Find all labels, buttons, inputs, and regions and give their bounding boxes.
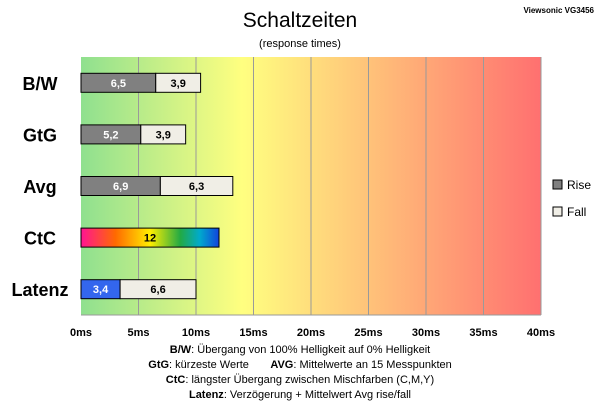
footnote-avg-text: : Mittelwerte an 15 Messpunkten xyxy=(293,359,452,371)
bar xyxy=(155,72,202,93)
x-tick-label: 5ms xyxy=(127,327,149,339)
legend-rise-label: Rise xyxy=(567,178,591,192)
footnote-ctc-text: : längster Übergang zwischen Mischfarben… xyxy=(185,374,435,386)
footnote-gtg-text: : kürzeste Werte xyxy=(169,359,249,371)
footnote-latenz: Latenz: Verzögerung + Mittelwert Avg ris… xyxy=(0,388,600,402)
bars: 6,5 3,9 5,2 3,9 6,9 6,3 12 3,4 6,6 xyxy=(80,72,234,300)
footnote-latenz-term: Latenz xyxy=(188,389,224,401)
chart-title: Schaltzeiten xyxy=(243,9,357,32)
bar-value-label: 12 xyxy=(144,233,156,245)
bar-value-label: 6,6 xyxy=(150,284,165,296)
legend-rise-swatch xyxy=(552,179,563,190)
footnote-avg-term: AVG xyxy=(270,359,294,371)
bar-value-label: 3,9 xyxy=(156,129,171,141)
x-tick-label: 30ms xyxy=(412,327,440,339)
category-label: CtC xyxy=(24,229,56,249)
category-label: Latenz xyxy=(11,280,68,300)
footnote-latenz-text: : Verzögerung + Mittelwert Avg rise/fall xyxy=(223,389,412,401)
x-tick-label: 35ms xyxy=(469,327,497,339)
bar xyxy=(80,227,220,248)
x-tick-label: 15ms xyxy=(239,327,267,339)
bar xyxy=(159,176,234,196)
footnote-ctc-term: CtC xyxy=(165,374,186,386)
footnote-bw: B/W: Übergang von 100% Helligkeit auf 0%… xyxy=(0,343,600,357)
bar-value-label: 6,3 xyxy=(189,181,204,193)
footnote-gtg-term: GtG xyxy=(148,359,170,371)
bar-value-label: 5,2 xyxy=(103,129,118,141)
x-tick-label: 40ms xyxy=(527,327,555,339)
x-tick-label: 0ms xyxy=(70,327,92,339)
category-label: GtG xyxy=(23,125,57,145)
x-tick-label: 25ms xyxy=(354,327,382,339)
bar-value-label: 6,5 xyxy=(111,78,126,90)
category-labels: B/W GtG Avg CtC Latenz xyxy=(11,74,68,300)
bar-value-label: 6,9 xyxy=(113,181,128,193)
category-label: B/W xyxy=(23,74,58,94)
gridlines xyxy=(81,57,542,316)
legend-fall-label: Fall xyxy=(567,205,586,219)
footnote-bw-term: B/W xyxy=(169,344,192,356)
footnote-ctc: CtC: längster Übergang zwischen Mischfar… xyxy=(0,373,600,387)
legend-fall-swatch xyxy=(552,206,563,217)
chart-subtitle: (response times) xyxy=(259,38,341,50)
bar-value-label: 3,4 xyxy=(93,284,109,296)
category-label: Avg xyxy=(23,177,56,197)
monitor-model-label: Viewsonic VG3456 xyxy=(523,6,594,15)
legend: Rise Fall xyxy=(552,178,591,219)
footnote-gtg-avg: GtG: kürzeste Werte AVG: Mittelwerte an … xyxy=(0,358,600,372)
bar xyxy=(119,279,197,300)
bar-value-label: 3,9 xyxy=(171,78,186,90)
x-tick-label: 10ms xyxy=(182,327,210,339)
bar xyxy=(140,124,187,145)
x-tick-label: 20ms xyxy=(297,327,325,339)
x-axis-ticks: 0ms 5ms 10ms 15ms 20ms 25ms 30ms 35ms 40ms xyxy=(70,327,555,339)
footnote-bw-text: : Übergang von 100% Helligkeit auf 0% He… xyxy=(191,344,431,356)
